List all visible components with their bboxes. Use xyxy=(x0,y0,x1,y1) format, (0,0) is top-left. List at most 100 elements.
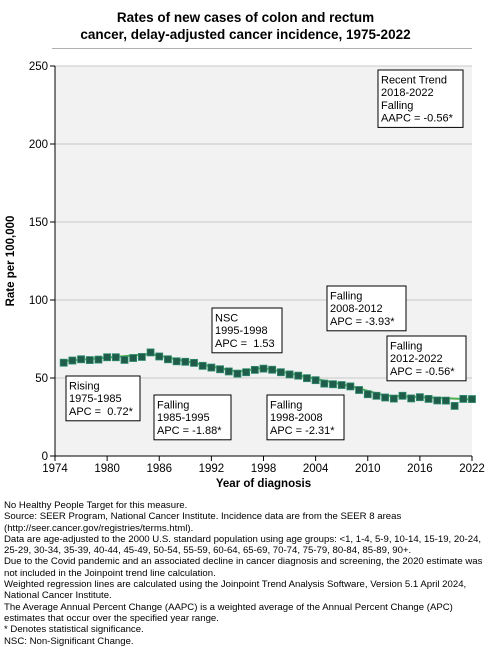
annotation-7-line-1: Recent Trend xyxy=(381,75,447,87)
chart-title-line-1: Rates of new cases of colon and rectum xyxy=(116,10,375,25)
chart-title-line-2: cancer, delay-adjusted cancer incidence,… xyxy=(80,27,411,42)
footnote-aapc: The Average Annual Percent Change (AAPC)… xyxy=(4,601,453,624)
data-point-1975 xyxy=(59,358,68,367)
footnote-regression: Weighted regression lines are calculated… xyxy=(4,579,467,602)
annotation-6-line-3: APC = -0.56* xyxy=(390,366,455,378)
footnote-covid: Due to the Covid pandemic and an associa… xyxy=(4,556,483,579)
data-point-2005 xyxy=(320,379,329,388)
data-point-2010 xyxy=(363,390,372,399)
y-tick-label-150: 150 xyxy=(29,217,48,229)
data-point-2020-excluded xyxy=(450,402,459,410)
y-tick-label-100: 100 xyxy=(29,295,48,307)
data-point-1992 xyxy=(207,363,216,372)
data-point-2004 xyxy=(311,376,320,385)
data-point-1996 xyxy=(242,368,251,377)
annotation-1-line-3: APC = 0.72* xyxy=(69,406,134,418)
x-tick-label-1986: 1986 xyxy=(146,463,172,475)
data-point-2012 xyxy=(381,393,390,402)
data-point-1999 xyxy=(268,365,277,374)
annotation-5-line-3: APC = -3.93* xyxy=(330,316,395,328)
data-point-1986 xyxy=(155,352,164,361)
annotation-box-6 xyxy=(386,335,467,382)
data-point-2014 xyxy=(398,391,407,400)
data-point-2011 xyxy=(372,391,381,400)
annotation-3-line-2: 1995-1998 xyxy=(215,325,268,337)
data-point-2018 xyxy=(433,396,442,405)
data-point-1984 xyxy=(137,353,146,361)
annotation-4-line-2: 1998-2008 xyxy=(270,412,323,424)
y-tick-label-50: 50 xyxy=(35,373,48,385)
data-point-1989 xyxy=(181,357,190,366)
data-point-2013 xyxy=(389,394,398,403)
annotation-box-1 xyxy=(65,375,141,422)
y-tick-label-0: 0 xyxy=(42,451,48,463)
annotation-3-line-3: APC = 1.53 xyxy=(215,338,275,350)
data-point-2000 xyxy=(276,368,285,377)
x-axis-label: Year of diagnosis xyxy=(216,478,311,490)
data-point-2002 xyxy=(294,371,303,380)
data-point-2003 xyxy=(303,374,311,383)
data-point-1997 xyxy=(250,365,259,374)
annotation-box-4 xyxy=(266,394,345,441)
data-point-1988 xyxy=(172,357,181,366)
annotation-2-line-1: Falling xyxy=(157,400,189,412)
data-point-2006 xyxy=(329,380,337,389)
x-tick-label-1974: 1974 xyxy=(42,463,68,475)
data-point-2016 xyxy=(415,393,424,402)
data-point-1982 xyxy=(120,356,129,364)
annotation-box-3 xyxy=(211,307,283,354)
x-tick-label-2016: 2016 xyxy=(407,463,433,475)
data-point-1994 xyxy=(224,367,233,376)
annotation-1-line-2: 1975-1985 xyxy=(69,393,122,405)
annotation-6-line-2: 2012-2022 xyxy=(390,353,443,365)
data-point-2008 xyxy=(346,382,355,391)
data-point-2017 xyxy=(424,395,433,403)
scatter-chart: 0 50 100 150 200 250 1974 1980 1986 1992 1998 2004 2… xyxy=(5,61,485,490)
annotation-4-line-3: APC = -2.31* xyxy=(270,425,335,437)
data-point-1981 xyxy=(111,353,120,362)
data-point-1983 xyxy=(129,354,138,362)
x-tick-label-1998: 1998 xyxy=(251,463,277,475)
data-point-2021 xyxy=(459,395,468,403)
footnote-nsc: NSC: Non-Significant Change. xyxy=(4,635,134,647)
data-point-2019 xyxy=(442,396,450,405)
data-point-1979 xyxy=(94,355,103,364)
data-point-1991 xyxy=(198,361,207,370)
data-point-1985 xyxy=(146,348,155,357)
chart-title: Rates of new cases of colon and rectum c… xyxy=(0,9,491,43)
x-tick-label-1980: 1980 xyxy=(94,463,120,475)
data-point-1998 xyxy=(259,364,268,373)
y-tick-label-250: 250 xyxy=(29,61,48,73)
x-tick-label-2022: 2022 xyxy=(459,463,485,475)
x-tick-label-2010: 2010 xyxy=(355,463,381,475)
data-point-2009 xyxy=(355,386,363,394)
x-tick-label-1992: 1992 xyxy=(199,463,225,475)
annotation-2-line-2: 1985-1995 xyxy=(157,412,210,424)
annotation-box-2 xyxy=(153,394,232,441)
data-point-1977 xyxy=(77,355,85,364)
annotation-7-line-3: Falling xyxy=(381,100,413,112)
y-tick-label-200: 200 xyxy=(29,139,48,151)
annotation-5-line-1: Falling xyxy=(330,291,362,303)
data-point-1987 xyxy=(164,355,172,364)
data-point-1976 xyxy=(68,356,77,365)
title-divider xyxy=(52,48,472,49)
data-point-1993 xyxy=(216,365,224,374)
annotation-6-line-1: Falling xyxy=(390,341,422,353)
data-point-1980 xyxy=(103,353,112,362)
footnote-age-adjusted: Data are age-adjusted to the 2000 U.S. s… xyxy=(4,533,482,557)
annotation-7-line-2: 2018-2022 xyxy=(381,87,434,99)
annotation-3-line-1: NSC xyxy=(215,313,238,325)
x-tick-label-2004: 2004 xyxy=(303,463,329,475)
footnote-source: Source: SEER Program, National Cancer In… xyxy=(4,511,402,534)
annotation-2-line-3: APC = -1.88* xyxy=(157,425,222,437)
annotation-5-line-2: 2008-2012 xyxy=(330,303,383,315)
annotation-box-7 xyxy=(377,69,464,128)
data-point-2001 xyxy=(285,370,294,379)
annotation-7-line-4: AAPC = -0.56* xyxy=(381,112,454,124)
annotation-1-line-1: Rising xyxy=(69,381,100,393)
trend-segment-3 xyxy=(237,366,264,373)
footnote-significance: * Denotes statistical significance. xyxy=(4,624,144,636)
footnotes: No Healthy People Target for this measur… xyxy=(4,500,488,647)
data-point-2007 xyxy=(337,381,346,389)
